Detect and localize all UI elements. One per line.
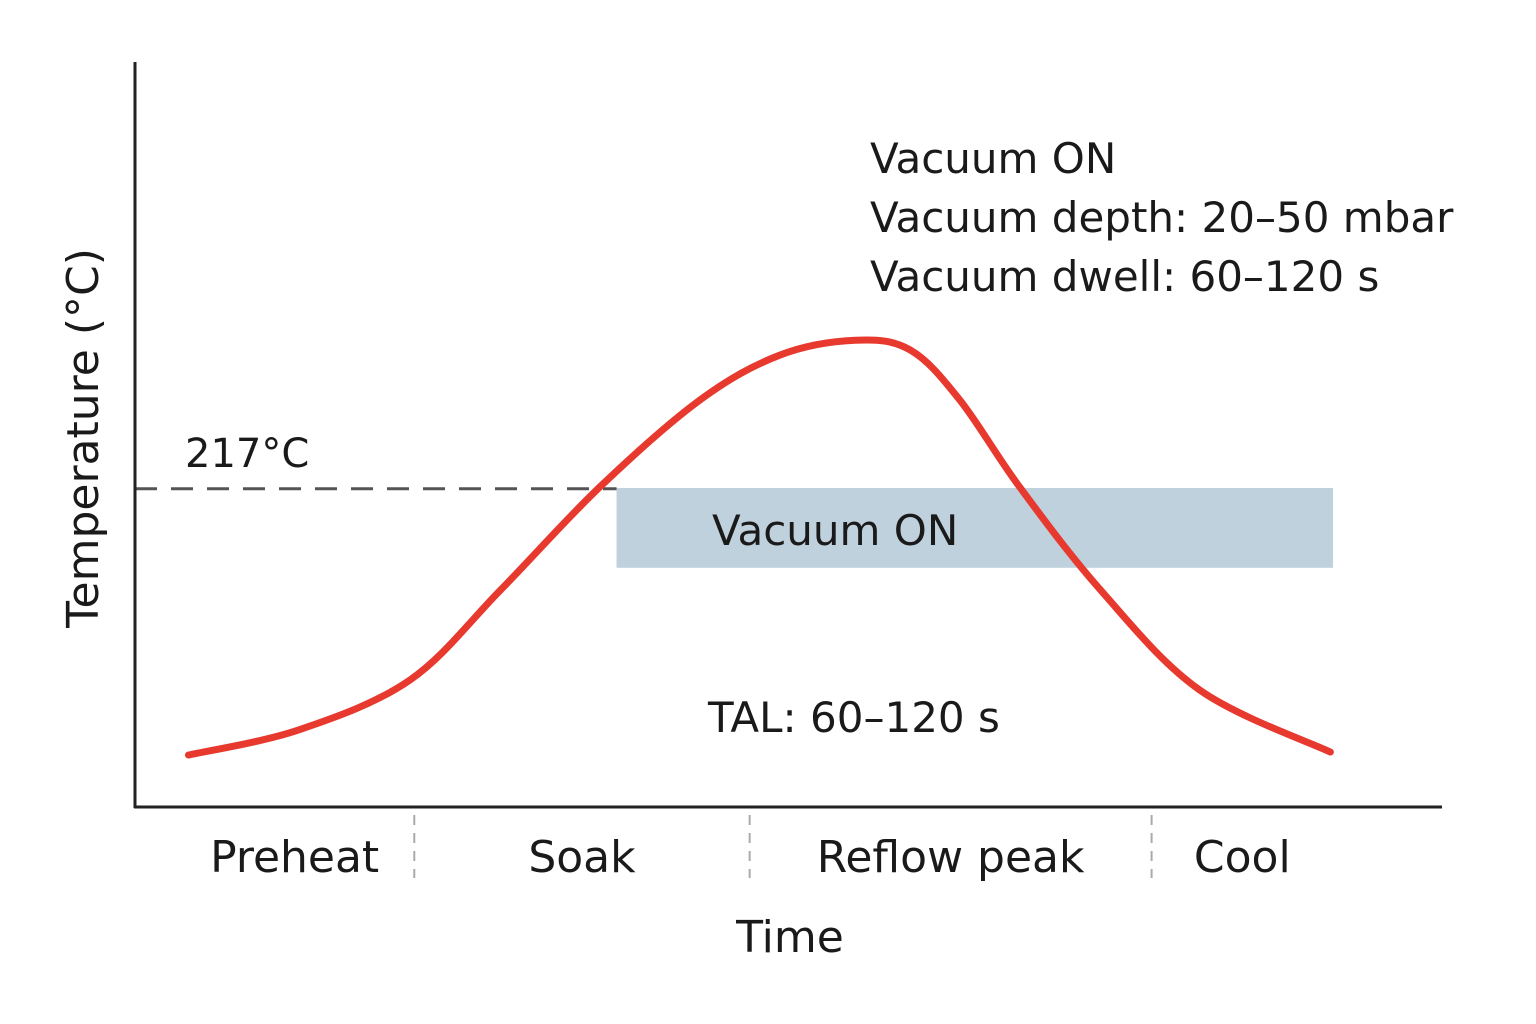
threshold-label: 217°C — [185, 431, 309, 477]
phase-label: Reflow peak — [817, 832, 1085, 883]
band-label: Vacuum ON — [712, 506, 958, 555]
vacuum-depth-annotation: Vacuum depth: 20–50 mbar — [870, 193, 1454, 242]
vacuum-dwell-annotation: Vacuum dwell: 60–120 s — [870, 252, 1379, 301]
temperature-curve — [185, 336, 1334, 759]
y-axis-label: Temperature (°C) — [58, 248, 109, 629]
x-axis-label: Time — [735, 912, 844, 963]
tal-annotation: TAL: 60–120 s — [707, 693, 1000, 742]
vacuum-on-band — [616, 487, 1333, 568]
phase-label: Preheat — [210, 832, 379, 883]
phase-label: Cool — [1194, 832, 1291, 883]
phase-label: Soak — [528, 832, 636, 883]
vacuum-title-annotation: Vacuum ON — [870, 134, 1116, 183]
